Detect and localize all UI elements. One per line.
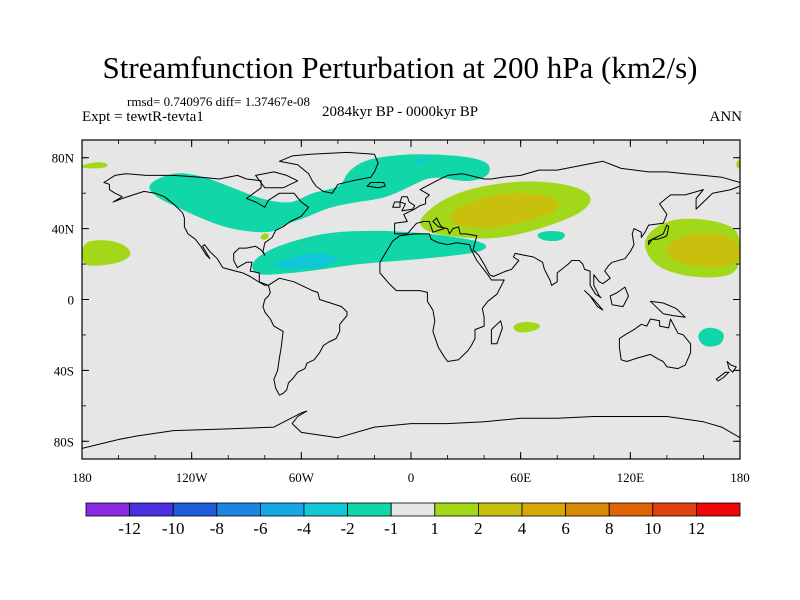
colorbar-swatch bbox=[303, 502, 348, 517]
contour-fill-layer bbox=[82, 154, 740, 347]
coastline-africa bbox=[379, 233, 505, 362]
colorbar-label: -12 bbox=[118, 519, 141, 538]
x-tick-label: 180 bbox=[730, 470, 750, 485]
colorbar-label: -1 bbox=[384, 519, 398, 538]
contour-region-subtropic-atlantic-core bbox=[274, 253, 337, 269]
x-tick-label: 180 bbox=[72, 470, 92, 485]
colorbar-swatch bbox=[85, 502, 130, 517]
colorbar-label: -4 bbox=[297, 519, 312, 538]
colorbar-label: -6 bbox=[253, 519, 267, 538]
coastline-ireland bbox=[392, 201, 401, 208]
y-tick-label: 80N bbox=[52, 151, 75, 166]
y-tick-label: 0 bbox=[68, 293, 75, 308]
colorbar-swatch bbox=[608, 502, 654, 517]
colorbar-label: 6 bbox=[561, 519, 570, 538]
colorbar: -12 -10 -8 -6 -4 -2 -1 1 2 4 6 8 10 12 bbox=[85, 502, 741, 538]
stats-label: rmsd= 0.740976 diff= 1.37467e-08 bbox=[127, 94, 311, 109]
coastline-australia bbox=[618, 318, 692, 370]
coastline-greenland bbox=[278, 151, 379, 194]
axis-ticks: 180 120W 60W 0 60E 120E 180 80N 40N 0 40S 80S bbox=[52, 140, 750, 485]
coastline-north-america bbox=[103, 173, 310, 286]
coastline-new-guinea bbox=[649, 300, 686, 318]
colorbar-label: 2 bbox=[474, 519, 483, 538]
coastline-south-america bbox=[262, 277, 348, 396]
colorbar-label: 8 bbox=[605, 519, 614, 538]
x-tick-label: 120W bbox=[176, 470, 209, 485]
x-tick-label: 60E bbox=[510, 470, 531, 485]
coastline-new-zealand-n bbox=[726, 361, 737, 373]
contour-region-arctic-core bbox=[413, 158, 431, 163]
colorbar-swatch bbox=[652, 502, 697, 517]
colorbar-swatch bbox=[129, 502, 174, 517]
colorbar-swatch bbox=[565, 502, 610, 517]
contour-region-n-atlantic-arctic bbox=[149, 154, 490, 233]
coastline-baffin bbox=[255, 171, 299, 189]
colorbar-label: -2 bbox=[341, 519, 355, 538]
contour-region-tasman-blob bbox=[698, 327, 724, 347]
x-tick-label: 60W bbox=[289, 470, 315, 485]
y-tick-label: 80S bbox=[54, 434, 74, 449]
colorbar-label: 1 bbox=[431, 519, 440, 538]
coastline-new-zealand-s bbox=[715, 371, 730, 382]
contour-region-eurasia-core bbox=[450, 193, 560, 228]
colorbar-label: -8 bbox=[210, 519, 224, 538]
colorbar-swatch bbox=[216, 502, 261, 517]
colorbar-swatch bbox=[434, 502, 479, 517]
chart-title: Streamfunction Perturbation at 200 hPa (… bbox=[102, 50, 698, 85]
coastline-antarctica bbox=[82, 410, 740, 459]
colorbar-label: 10 bbox=[644, 519, 661, 538]
y-tick-label: 40N bbox=[52, 222, 75, 237]
colorbar-swatch bbox=[521, 502, 566, 517]
colorbar-swatch bbox=[696, 502, 741, 517]
contour-region-s-indian-ocean bbox=[513, 321, 540, 333]
coastline-borneo bbox=[609, 286, 629, 308]
contour-region-subtropic-pacific-west bbox=[82, 240, 131, 266]
coastline-eurasia bbox=[394, 160, 740, 299]
coastline-madagascar bbox=[490, 320, 503, 345]
contour-region-us-east-small bbox=[260, 233, 269, 240]
coastline-sumatra-borneo bbox=[584, 290, 604, 311]
y-tick-label: 40S bbox=[54, 363, 74, 378]
colorbar-swatch bbox=[347, 502, 392, 517]
colorbar-swatch bbox=[172, 502, 218, 517]
colorbar-swatch bbox=[477, 502, 523, 517]
colorbar-swatch bbox=[390, 502, 436, 517]
contour-region-n-pacific-north bbox=[82, 162, 108, 169]
colorbar-label: -10 bbox=[162, 519, 185, 538]
colorbar-label: 4 bbox=[518, 519, 527, 538]
coastline-layer bbox=[82, 151, 740, 459]
experiment-label: Expt = tewtR-tevta1 bbox=[82, 109, 204, 125]
coastline-britain bbox=[399, 196, 416, 212]
coastline-iceland bbox=[366, 182, 386, 189]
contour-region-nw-pacific-core bbox=[667, 233, 740, 267]
contour-region-central-asia-blob bbox=[537, 231, 565, 241]
coastline-japan bbox=[648, 224, 670, 246]
period-label: 2084kyr BP - 0000kyr BP bbox=[322, 104, 479, 120]
colorbar-label: 12 bbox=[688, 519, 705, 538]
x-tick-label: 0 bbox=[408, 470, 415, 485]
season-label: ANN bbox=[709, 109, 743, 125]
contour-region-n-pacific-north-east bbox=[736, 160, 740, 169]
colorbar-swatch bbox=[259, 502, 305, 517]
x-tick-label: 120E bbox=[617, 470, 645, 485]
